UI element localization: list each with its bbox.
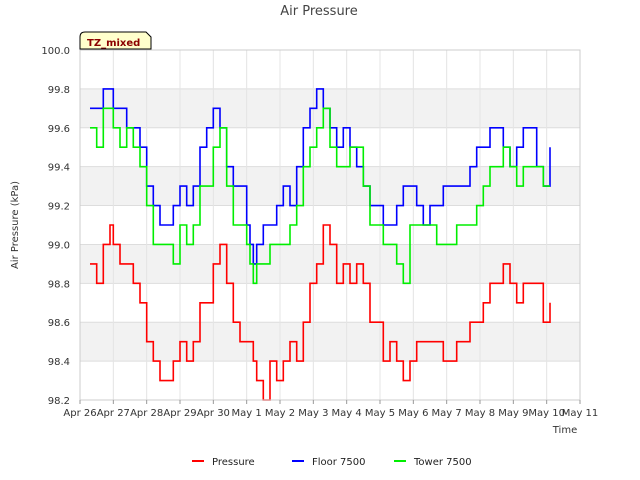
x-axis-ticks: Apr 26 Apr 27 Apr 28 Apr 29 Apr 30 May 1 May 2… [63, 400, 598, 419]
x-tick-label: Apr 29 [163, 408, 196, 419]
x-tick-label: May 1 [232, 408, 262, 419]
series-line-2 [90, 107, 550, 285]
tz-badge-box [79, 31, 152, 50]
background-bands [80, 88, 580, 362]
y-tick-label: 99.8 [48, 85, 70, 96]
y-tick-label: 98.6 [48, 318, 70, 329]
x-tick-label: May 4 [332, 408, 362, 419]
legend-label: Pressure [212, 457, 255, 468]
y-tick-label: 99.6 [48, 124, 70, 135]
y-tick-label: 99.2 [48, 202, 70, 213]
band [80, 244, 580, 284]
y-tick-label: 99.4 [48, 163, 70, 174]
x-tick-label: May 3 [298, 408, 328, 419]
y-tick-label: 98.4 [48, 357, 70, 368]
x-tick-label: Apr 30 [197, 408, 230, 419]
x-tick-label: Apr 26 [63, 408, 96, 419]
series-line-1 [90, 88, 551, 265]
y-axis-label: Air Pressure (kPa) [10, 181, 21, 269]
chart-title: Air Pressure [280, 4, 358, 19]
x-tick-label: May 11 [562, 408, 599, 419]
band [80, 322, 580, 362]
x-tick-label: May 2 [265, 408, 295, 419]
y-tick-label: 98.8 [48, 279, 70, 290]
legend-label: Floor 7500 [312, 457, 366, 468]
y-tick-label: 100.0 [41, 46, 70, 57]
x-tick-label: Apr 27 [97, 408, 130, 419]
tz-badge-label: TZ_mixed [87, 38, 140, 49]
series-group [90, 88, 551, 401]
x-tick-label: May 10 [528, 408, 565, 419]
x-tick-label: May 6 [398, 408, 428, 419]
x-axis-label: Time [552, 425, 577, 436]
plot-frame [79, 49, 581, 401]
x-tick-label: Apr 28 [130, 408, 163, 419]
y-axis-ticks: 98.2 98.4 98.6 98.8 99.0 99.2 99.4 99.6 99.8 100.… [41, 46, 70, 407]
series-line-0 [90, 224, 551, 401]
x-tick-label: May 9 [498, 408, 528, 419]
x-tick-label: May 8 [465, 408, 495, 419]
tz-badge: TZ_mixed [79, 31, 152, 50]
y-tick-label: 98.2 [48, 396, 70, 407]
x-tick-label: May 7 [432, 408, 462, 419]
legend-label: Tower 7500 [413, 457, 472, 468]
x-tick-label: May 5 [365, 408, 395, 419]
y-tick-label: 99.0 [48, 240, 70, 251]
legend: Pressure Floor 7500 Tower 7500 [192, 457, 472, 468]
band [80, 166, 580, 206]
